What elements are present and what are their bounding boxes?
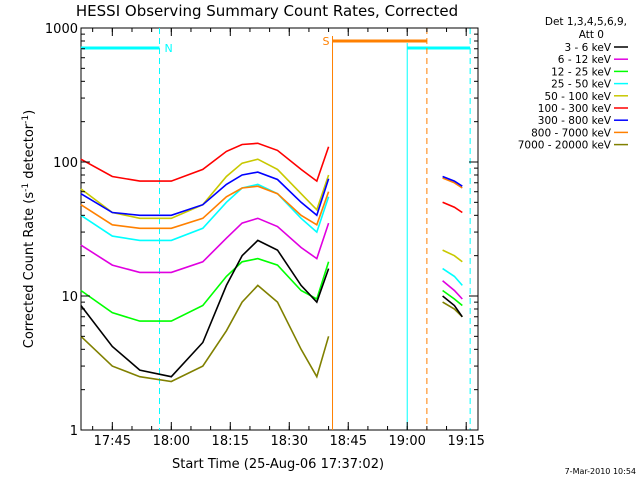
x-tick-label: 18:30 [271,434,308,449]
legend-entry-label: 100 - 300 keV [538,103,612,115]
series-line [80,257,330,322]
legend-header-2: Att 0 [579,29,604,41]
x-tick-label: 18:15 [212,434,249,449]
timestamp: 7-Mar-2010 10:54 [565,467,636,476]
series-line [80,185,330,230]
x-tick-label: 18:45 [330,434,367,449]
x-axis-ticks: 17:45 18:00 18:15 18:30 18:45 19:00 19:15 [92,28,485,449]
y-axis-ticks: 1 10 100 1000 [45,22,478,439]
legend-entry-label: 7000 - 20000 keV [518,140,612,152]
y-axis-label: Corrected Count Rate (s-1 detector-1) [21,110,37,348]
plot-area [80,27,479,431]
chart-title: HESSI Observing Summary Count Rates, Cor… [76,2,458,20]
x-axis-label: Start Time (25-Aug-06 17:37:02) [172,457,384,472]
series-line [442,177,463,189]
series-line [80,284,330,383]
x-tick-label: 18:00 [153,434,190,449]
legend-header-1: Det 1,3,4,5,6,9, [545,16,627,28]
state-bar-label: S [323,35,330,48]
y-tick-label: 10 [61,290,78,305]
y-tick-label: 1 [70,424,78,439]
x-tick-label: 19:15 [447,434,484,449]
x-tick-label: 19:00 [388,434,425,449]
series-line [80,142,330,183]
series-line [80,171,330,217]
legend-entry-label: 3 - 6 keV [564,42,611,54]
series-line [442,267,463,286]
legend-entry-label: 6 - 12 keV [558,54,612,66]
legend-entry-label: 800 - 7000 keV [531,127,612,139]
y-tick-label: 1000 [45,22,78,37]
x-tick-label: 17:45 [94,434,131,449]
series-line [442,280,463,300]
state-bar-label: N [165,42,173,55]
plot-frame [80,27,479,431]
series-line [442,289,463,307]
series-line [442,295,463,318]
legend-entry-label: 12 - 25 keV [551,66,612,78]
y-tick-label: 100 [53,156,78,171]
legend-entry-label: 50 - 100 keV [544,91,611,103]
series-line [80,239,330,378]
series-line [442,201,463,214]
series-group [80,142,463,383]
series-line [80,158,330,220]
series-line [442,249,463,263]
series-line [80,183,330,242]
series-line [80,217,330,274]
legend-entry-label: 25 - 50 keV [551,79,612,91]
legend-entry-label: 300 - 800 keV [538,115,612,127]
series-line [442,175,463,187]
